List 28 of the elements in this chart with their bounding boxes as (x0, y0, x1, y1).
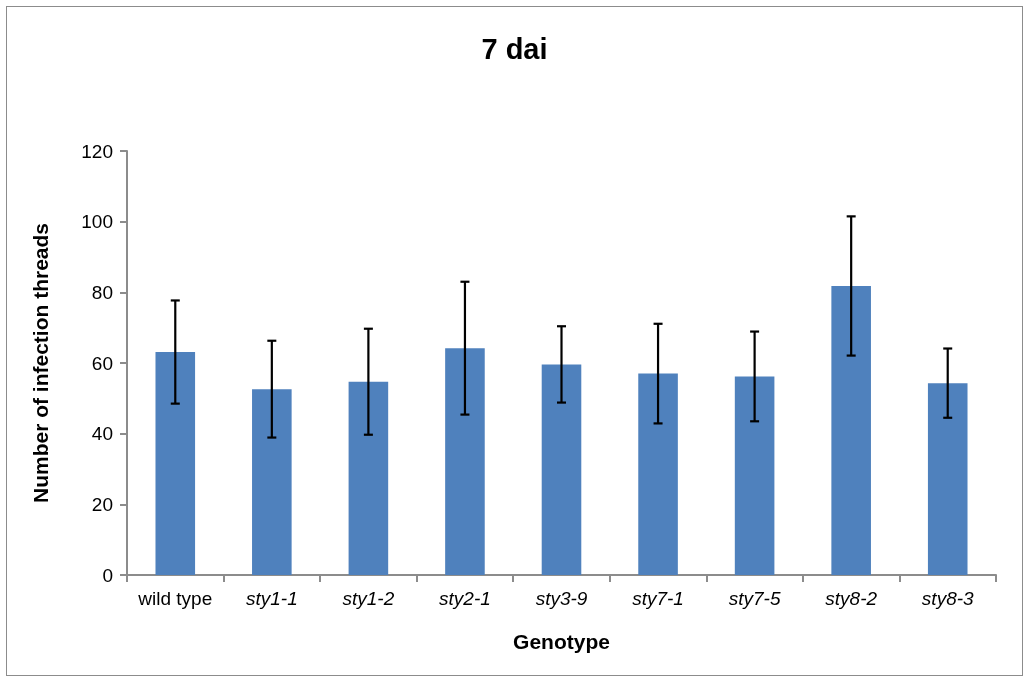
bar (541, 364, 582, 575)
y-tick-label: 40 (91, 423, 113, 445)
x-tick-label: sty8-2 (825, 588, 878, 609)
y-tick-label: 20 (91, 493, 113, 515)
x-axis-title: Genotype (513, 630, 610, 653)
x-tick-label: sty7-1 (632, 588, 684, 609)
bar (638, 373, 678, 575)
chart-title: 7 dai (481, 32, 548, 65)
x-tick-label: sty1-2 (342, 588, 395, 609)
bar (927, 383, 968, 575)
y-axis-title: Number of infection threads (29, 222, 52, 504)
bar (348, 381, 389, 575)
x-tick-label: sty8-3 (921, 588, 975, 609)
bar (734, 376, 775, 575)
y-tick-label: 80 (91, 281, 113, 303)
x-tick-label: wild type (137, 588, 213, 609)
bar (445, 348, 485, 575)
bar (252, 389, 292, 575)
bar (155, 352, 196, 575)
y-tick-label: 60 (91, 352, 113, 374)
x-tick-label: sty7-5 (728, 588, 781, 609)
x-tick-label: sty1-1 (245, 588, 298, 609)
x-tick-label: sty3-9 (535, 588, 588, 609)
x-tick-label: sty2-1 (439, 588, 491, 609)
bar (831, 285, 871, 575)
y-tick-label: 120 (81, 140, 113, 162)
y-tick-label: 100 (81, 211, 113, 233)
y-tick-label: 0 (102, 564, 113, 586)
